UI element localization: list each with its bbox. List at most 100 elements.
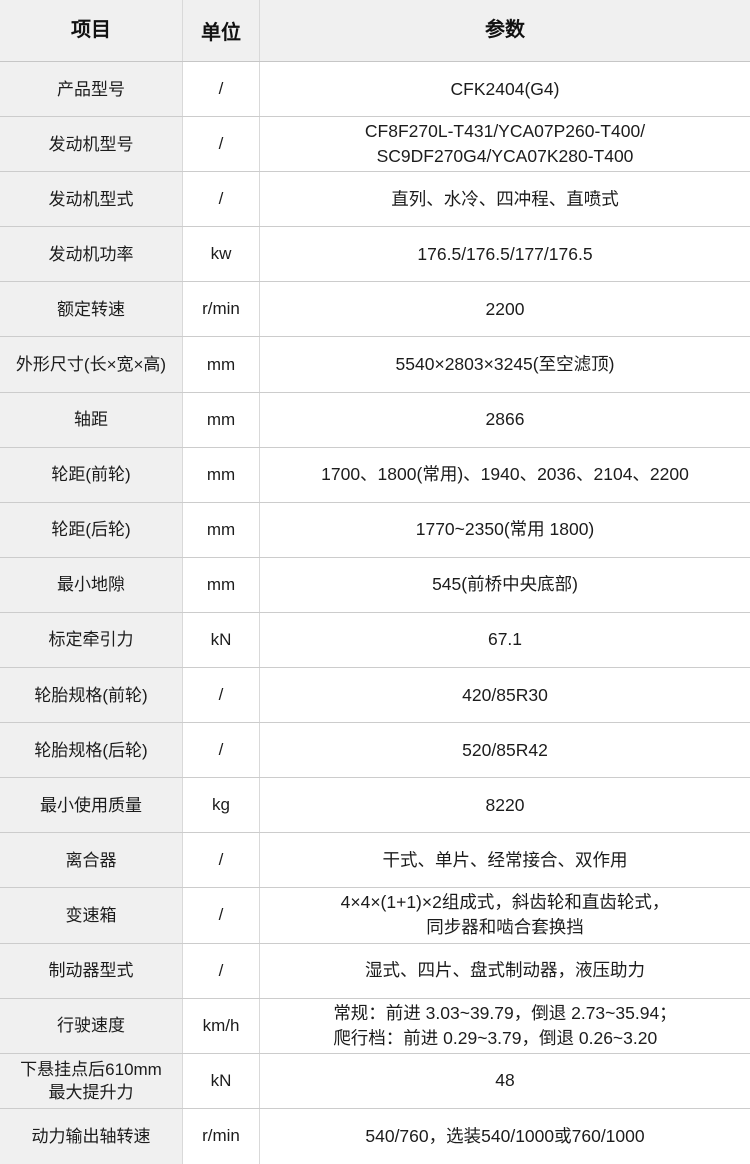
value-text: CFK2404(G4) xyxy=(450,78,560,99)
value-text: 1700、1800(常用)、1940、2036、2104、2200 xyxy=(321,464,689,485)
item-label: 离合器 xyxy=(65,850,117,870)
value-cell: 1700、1800(常用)、1940、2036、2104、2200 xyxy=(260,448,750,502)
table-row: 发动机型式 / 直列、水冷、四冲程、直喷式 xyxy=(0,172,750,228)
table-row: 发动机型号 / CF8F270L-T431/YCA07P260-T400/SC9… xyxy=(0,117,750,173)
value-text: 420/85R30 xyxy=(462,684,548,705)
item-cell: 动力输出轴转速 xyxy=(0,1108,183,1164)
item-label: 轮胎规格(前轮) xyxy=(34,685,148,705)
unit-label: mm xyxy=(206,519,236,539)
value-cell: 干式、单片、经常接合、双作用 xyxy=(260,833,750,887)
item-cell: 离合器 xyxy=(0,833,183,888)
unit-cell: kN xyxy=(183,1053,260,1108)
item-cell: 轮距(前轮) xyxy=(0,447,183,502)
item-cell: 发动机功率 xyxy=(0,227,183,282)
column-header-parameter: 参数 xyxy=(260,0,750,61)
item-label: 变速箱 xyxy=(65,905,117,925)
item-label: 最小使用质量 xyxy=(40,795,142,815)
value-text: CF8F270L-T431/YCA07P260-T400/SC9DF270G4/… xyxy=(364,121,646,167)
item-label: 最小地隙 xyxy=(57,575,125,595)
value-text: 1770~2350(常用 1800) xyxy=(415,519,595,540)
table-row: 行驶速度 km/h 常规：前进 3.03~39.79，倒退 2.73~35.94… xyxy=(0,998,750,1054)
table-row: 轮胎规格(前轮) / 420/85R30 xyxy=(0,668,750,724)
unit-label: / xyxy=(218,905,224,925)
item-label: 制动器型式 xyxy=(48,961,134,981)
unit-cell: r/min xyxy=(183,282,260,337)
item-label: 行驶速度 xyxy=(57,1016,125,1036)
item-cell: 发动机型式 xyxy=(0,172,183,227)
unit-cell: mm xyxy=(183,447,260,502)
unit-label: / xyxy=(218,960,224,980)
item-cell: 额定转速 xyxy=(0,282,183,337)
value-cell: 直列、水冷、四冲程、直喷式 xyxy=(260,172,750,226)
table-row: 离合器 / 干式、单片、经常接合、双作用 xyxy=(0,833,750,889)
table-row: 下悬挂点后610mm 最大提升力 kN 48 xyxy=(0,1053,750,1109)
item-cell: 制动器型式 xyxy=(0,943,183,998)
item-cell: 最小使用质量 xyxy=(0,778,183,833)
unit-label: r/min xyxy=(202,1126,240,1146)
value-text: 直列、水冷、四冲程、直喷式 xyxy=(391,188,619,209)
unit-cell: km/h xyxy=(183,998,260,1053)
table-row: 额定转速 r/min 2200 xyxy=(0,282,750,338)
value-cell: 8220 xyxy=(260,778,750,832)
item-cell: 轴距 xyxy=(0,392,183,447)
unit-label: mm xyxy=(206,409,236,429)
item-label: 标定牵引力 xyxy=(48,630,134,650)
unit-cell: / xyxy=(183,172,260,227)
value-cell: 176.5/176.5/177/176.5 xyxy=(260,227,750,281)
value-text: 520/85R42 xyxy=(462,739,548,760)
value-cell: 48 xyxy=(260,1054,750,1108)
table-header-row: 项目 单位 参数 xyxy=(0,0,750,62)
unit-label: kw xyxy=(210,244,232,264)
value-cell: CFK2404(G4) xyxy=(260,62,750,116)
item-label: 动力输出轴转速 xyxy=(31,1126,151,1146)
value-cell: 4×4×(1+1)×2组成式，斜齿轮和直齿轮式， 同步器和啮合套换挡 xyxy=(260,888,750,942)
value-text: 干式、单片、经常接合、双作用 xyxy=(382,849,628,870)
unit-cell: mm xyxy=(183,557,260,612)
value-cell: 2866 xyxy=(260,393,750,447)
unit-label: km/h xyxy=(202,1015,240,1035)
unit-cell: / xyxy=(183,668,260,723)
unit-label: / xyxy=(218,79,224,99)
value-text: 67.1 xyxy=(487,629,523,650)
value-cell: CF8F270L-T431/YCA07P260-T400/SC9DF270G4/… xyxy=(260,117,750,171)
table-row: 标定牵引力 kN 67.1 xyxy=(0,612,750,669)
item-label: 下悬挂点后610mm 最大提升力 xyxy=(20,1059,162,1102)
value-cell: 5540×2803×3245(至空滤顶) xyxy=(260,337,750,391)
unit-label: kN xyxy=(210,1070,232,1090)
table-row: 产品型号 / CFK2404(G4) xyxy=(0,62,750,118)
item-cell: 行驶速度 xyxy=(0,998,183,1053)
item-cell: 轮距(后轮) xyxy=(0,502,183,557)
table-row: 最小使用质量 kg 8220 xyxy=(0,778,750,834)
item-cell: 变速箱 xyxy=(0,888,183,943)
value-text: 8220 xyxy=(485,794,525,815)
table-row: 轴距 mm 2866 xyxy=(0,392,750,448)
value-text: 48 xyxy=(495,1070,515,1091)
table-row: 制动器型式 / 湿式、四片、盘式制动器，液压助力 xyxy=(0,943,750,999)
item-cell: 产品型号 xyxy=(0,62,183,117)
item-label: 发动机型号 xyxy=(48,134,134,154)
value-cell: 2200 xyxy=(260,282,750,336)
value-cell: 1770~2350(常用 1800) xyxy=(260,503,750,557)
value-text: 2200 xyxy=(485,298,525,319)
table-row: 最小地隙 mm 545(前桥中央底部) xyxy=(0,557,750,613)
column-header-unit: 单位 xyxy=(183,0,260,61)
item-cell: 轮胎规格(后轮) xyxy=(0,723,183,778)
item-cell: 下悬挂点后610mm 最大提升力 xyxy=(0,1053,183,1108)
table-row: 外形尺寸(长×宽×高) mm 5540×2803×3245(至空滤顶) xyxy=(0,337,750,393)
unit-cell: mm xyxy=(183,392,260,447)
value-text: 2866 xyxy=(485,409,525,430)
table-row: 动力输出轴转速 r/min 540/760，选装540/1000或760/100… xyxy=(0,1108,750,1164)
unit-cell: / xyxy=(183,723,260,778)
item-cell: 发动机型号 xyxy=(0,117,183,172)
unit-cell: / xyxy=(183,62,260,117)
value-cell: 常规：前进 3.03~39.79，倒退 2.73~35.94； 爬行档：前进 0.… xyxy=(260,999,750,1053)
unit-cell: kg xyxy=(183,778,260,833)
unit-label: / xyxy=(218,189,224,209)
value-text: 176.5/176.5/177/176.5 xyxy=(417,243,593,264)
table-row: 轮距(后轮) mm 1770~2350(常用 1800) xyxy=(0,502,750,558)
item-cell: 最小地隙 xyxy=(0,557,183,612)
value-text: 湿式、四片、盘式制动器，液压助力 xyxy=(365,960,645,981)
unit-label: / xyxy=(218,740,224,760)
unit-label: / xyxy=(218,685,224,705)
